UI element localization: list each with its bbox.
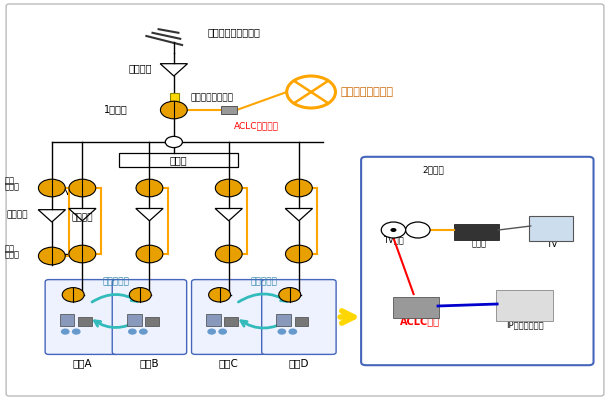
Bar [119,153,238,167]
Circle shape [136,179,163,197]
Text: 教室C: 教室C [219,358,239,368]
Circle shape [289,329,296,334]
Circle shape [209,288,231,302]
Text: 混合: 混合 [4,244,14,253]
Text: TV端子: TV端子 [383,236,404,245]
FancyBboxPatch shape [221,106,237,114]
FancyBboxPatch shape [276,314,291,326]
Circle shape [279,288,301,302]
FancyBboxPatch shape [224,317,238,326]
Circle shape [73,329,80,334]
Text: 分配器: 分配器 [170,155,187,165]
Text: 教室B: 教室B [140,358,159,368]
Text: 分波器: 分波器 [4,182,20,191]
Circle shape [69,179,96,197]
Circle shape [140,329,147,334]
FancyBboxPatch shape [529,216,573,241]
Text: ブースタ: ブースタ [128,63,152,73]
FancyBboxPatch shape [496,290,553,321]
Text: 分波器: 分波器 [4,250,20,259]
FancyBboxPatch shape [454,224,499,240]
Circle shape [381,222,406,238]
Circle shape [129,288,151,302]
Circle shape [129,329,136,334]
Circle shape [278,329,285,334]
Text: 教室A: 教室A [73,358,92,368]
Text: ブースタ: ブースタ [7,210,28,219]
Text: 子機間通信: 子機間通信 [250,277,278,286]
Text: 子機間通信: 子機間通信 [102,277,129,286]
Circle shape [285,179,312,197]
Circle shape [215,179,242,197]
FancyBboxPatch shape [295,317,308,326]
Circle shape [160,101,187,119]
FancyBboxPatch shape [127,314,142,326]
Text: ビデオ: ビデオ [472,239,486,248]
Circle shape [38,247,65,265]
Circle shape [208,329,215,334]
Circle shape [406,222,430,238]
FancyBboxPatch shape [45,280,120,354]
Circle shape [38,179,65,197]
FancyBboxPatch shape [170,93,179,104]
FancyBboxPatch shape [262,280,336,354]
Text: ACLC（親機）: ACLC（親機） [234,121,279,130]
Text: 教室D: 教室D [289,358,309,368]
FancyBboxPatch shape [145,317,159,326]
Text: ACLC子機: ACLC子機 [400,316,440,326]
Circle shape [165,136,182,148]
Text: 1分岐器: 1分岐器 [104,104,127,114]
Circle shape [62,288,84,302]
Text: テレビ受信アンテナ: テレビ受信アンテナ [207,27,260,37]
Circle shape [62,329,69,334]
Circle shape [215,245,242,263]
Circle shape [69,245,96,263]
FancyBboxPatch shape [393,297,439,318]
Text: 2分配器: 2分配器 [422,165,444,174]
Text: TV: TV [547,240,558,249]
Circle shape [287,76,336,108]
Text: 上位ネットワーク: 上位ネットワーク [340,87,393,97]
Text: バイパス: バイパス [72,214,93,222]
Circle shape [390,228,397,232]
Text: ハイパスフィルタ: ハイパスフィルタ [191,94,234,102]
FancyBboxPatch shape [6,4,604,396]
FancyBboxPatch shape [361,157,594,365]
FancyBboxPatch shape [206,314,221,326]
FancyBboxPatch shape [192,280,266,354]
Circle shape [219,329,226,334]
FancyBboxPatch shape [112,280,187,354]
Circle shape [285,245,312,263]
FancyBboxPatch shape [60,314,74,326]
FancyBboxPatch shape [78,317,92,326]
Circle shape [136,245,163,263]
Text: IPインターホン: IPインターホン [506,320,544,329]
Text: 混合: 混合 [4,176,14,185]
